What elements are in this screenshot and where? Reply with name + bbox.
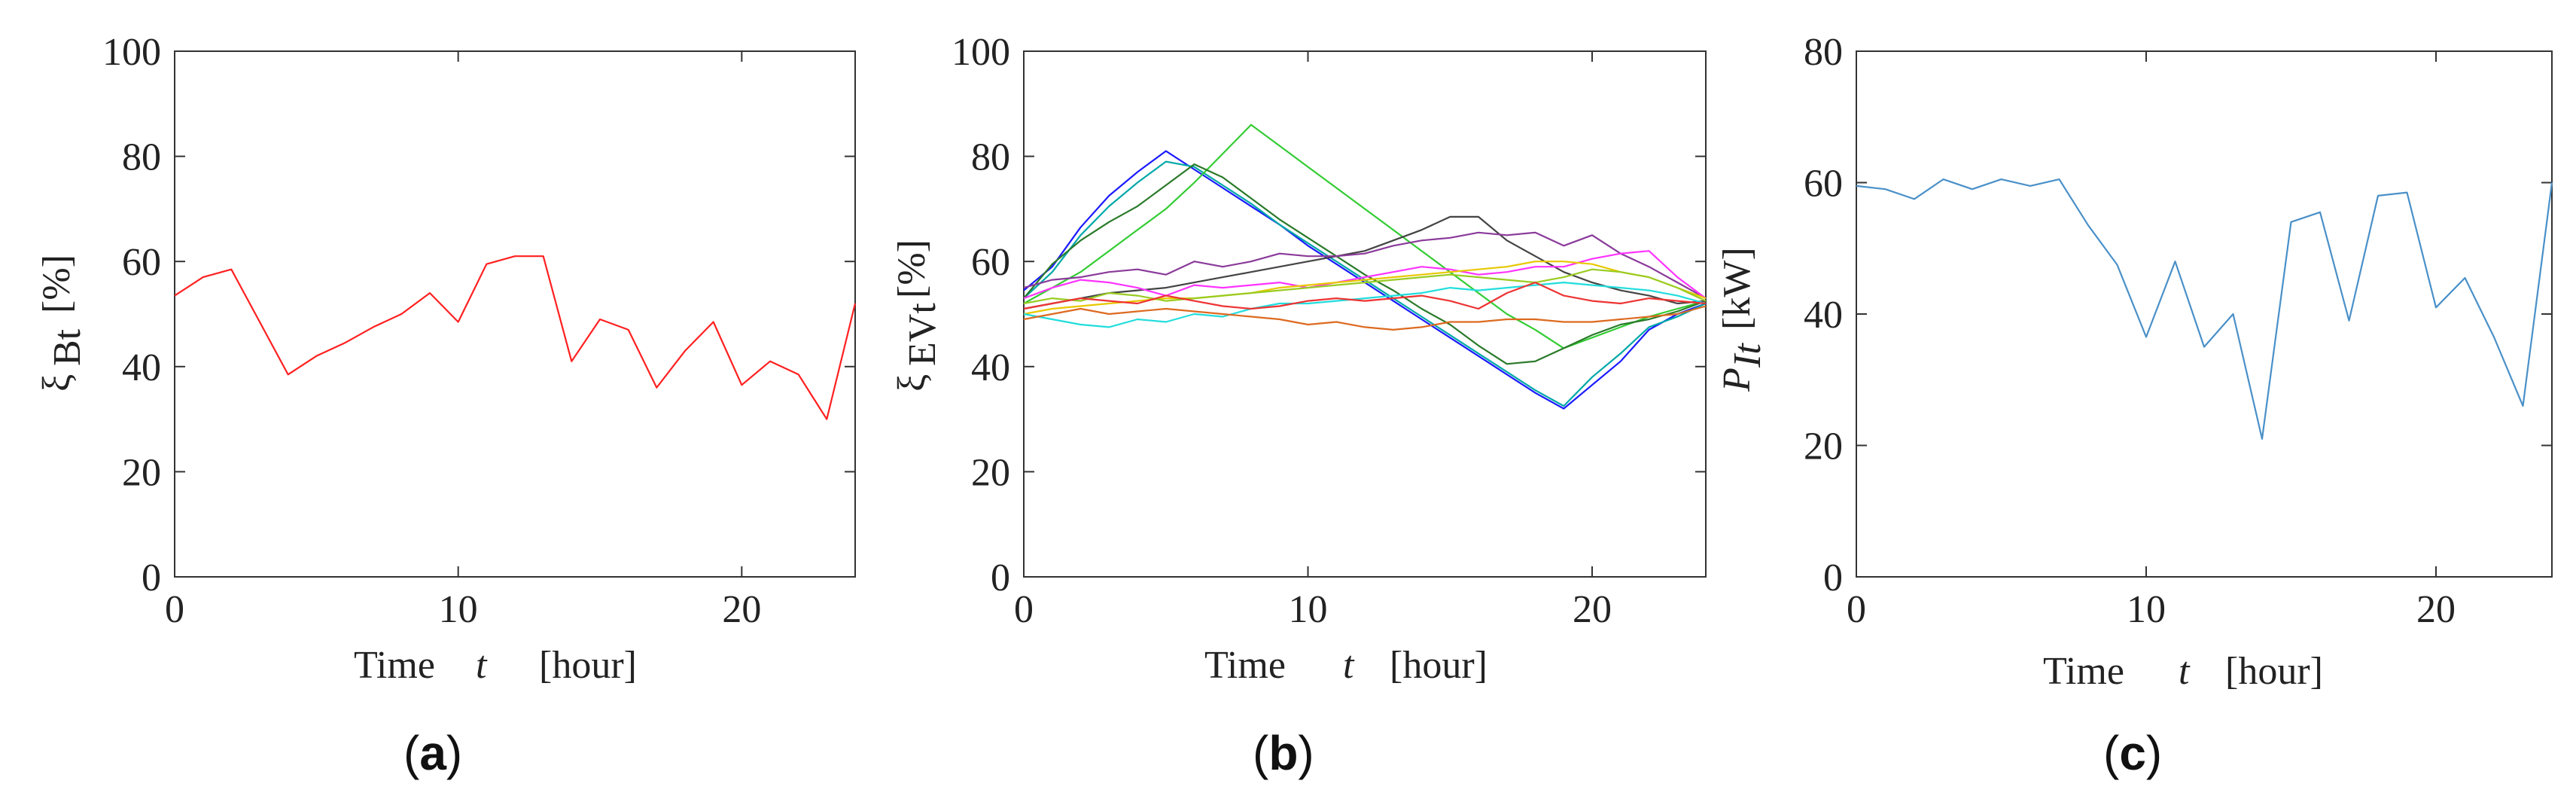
ytick-label-a-100: 100	[102, 31, 161, 74]
panel-c-paren-open: (	[2103, 726, 2119, 780]
series-line-b-7	[1023, 250, 1707, 300]
panel-b-paren-close: )	[1298, 726, 1314, 780]
ytick-label-c-20: 20	[1804, 425, 1843, 468]
xlabel-a-var: t	[476, 644, 488, 687]
series-line-b-6	[1023, 231, 1707, 300]
panel-b-label: (b)	[1253, 726, 1314, 780]
ylabel-c-sub: It	[1726, 343, 1769, 368]
ytick-label-a-60: 60	[122, 241, 161, 284]
xlabel-a-unit: [hour]	[539, 644, 637, 687]
series-line-b-2	[1023, 160, 1707, 407]
ylabel-a: ξ Bt [%]	[35, 255, 89, 392]
xtick-label-a-20: 20	[722, 588, 761, 631]
xlabel-c-text: Time	[2043, 650, 2124, 693]
series-line-a-1	[174, 255, 857, 420]
series-line-b-3	[1023, 124, 1707, 349]
ylabel-b-sym: ξ	[891, 374, 933, 392]
xlabel-c-unit: [hour]	[2225, 650, 2323, 693]
ytick-label-a-40: 40	[122, 346, 161, 389]
ytick-label-c-40: 40	[1804, 294, 1843, 337]
chart-b: 0 20 40 60 80 100 0 10 20 Time t [hour] ξ EVt [%…	[891, 31, 1707, 780]
series-line-c-1	[1856, 178, 2553, 440]
panel-a-paren-open: (	[403, 726, 419, 780]
chart-c: 0 20 40 60 80 0 10 20 Time t [hour] P It [kW] (…	[1716, 31, 2553, 780]
plot-frame-a	[174, 50, 856, 578]
plot-frame-c	[1856, 50, 2553, 578]
panel-c-letter: c	[2119, 726, 2146, 780]
panel-c-label: (c)	[2103, 726, 2162, 780]
series-line-b-12	[1023, 305, 1707, 331]
ytick-label-b-60: 60	[971, 241, 1010, 284]
ytick-label-b-0: 0	[991, 557, 1010, 599]
series-line-b-8	[1023, 261, 1707, 316]
xlabel-b-unit: [hour]	[1390, 644, 1487, 687]
xlabel-b-text: Time	[1204, 644, 1286, 687]
chart-a: 0 20 40 60 80 100 0 10 20 Time t [hour] ξ Bt [%]…	[35, 31, 857, 780]
ytick-label-a-0: 0	[142, 557, 161, 599]
ylabel-c: P It [kW]	[1716, 247, 1769, 392]
ytick-label-b-80: 80	[971, 136, 1010, 179]
panel-c-paren-close: )	[2146, 726, 2162, 780]
series-line-b-5	[1023, 215, 1707, 310]
panel-b-letter: b	[1268, 726, 1298, 780]
xtick-label-c-20: 20	[2416, 588, 2456, 631]
xtick-label-c-10: 10	[2127, 588, 2166, 631]
ylabel-c-unit: [kW]	[1716, 247, 1758, 330]
xtick-label-b-10: 10	[1289, 588, 1328, 631]
ytick-label-c-60: 60	[1804, 163, 1843, 206]
xlabel-c-var: t	[2179, 650, 2191, 693]
xtick-label-a-10: 10	[439, 588, 478, 631]
ytick-label-a-20: 20	[122, 451, 161, 494]
series-line-b-11	[1023, 282, 1707, 310]
ylabel-a-sub: Bt	[46, 328, 89, 366]
xlabel-b-var: t	[1343, 644, 1355, 687]
ytick-label-b-40: 40	[971, 346, 1010, 389]
series-line-b-9	[1023, 268, 1707, 305]
series-line-b-4	[1023, 163, 1707, 365]
ylabel-a-sym: ξ	[35, 374, 78, 392]
xtick-label-b-20: 20	[1573, 588, 1612, 631]
panel-a-letter: a	[419, 726, 446, 780]
panel-a-label: (a)	[403, 726, 462, 780]
ytick-label-c-0: 0	[1823, 557, 1843, 599]
ytick-label-b-20: 20	[971, 451, 1010, 494]
xlabel-a-text: Time	[354, 644, 435, 687]
ylabel-a-unit: [%]	[35, 255, 78, 313]
ylabel-b: ξ EVt [%]	[891, 239, 944, 392]
ylabel-c-sym: P	[1716, 367, 1758, 392]
chart-a-marks: 0 20 40 60 80 100 0 10 20	[102, 31, 857, 631]
series-line-b-10	[1023, 282, 1707, 328]
xtick-label-c-0: 0	[1847, 588, 1866, 631]
panel-b-paren-open: (	[1253, 726, 1268, 780]
xtick-label-a-0: 0	[165, 588, 184, 631]
chart-b-marks: 0 20 40 60 80 100 0 10 20	[952, 31, 1707, 631]
ytick-label-c-80: 80	[1804, 31, 1843, 74]
ytick-label-a-80: 80	[122, 136, 161, 179]
plot-frame-b	[1023, 50, 1707, 578]
ytick-label-b-100: 100	[952, 31, 1010, 74]
chart-c-marks: 0 20 40 60 80 0 10 20	[1804, 31, 2553, 631]
panel-a-paren-close: )	[446, 726, 462, 780]
xtick-label-b-0: 0	[1014, 588, 1034, 631]
ylabel-b-unit: [%]	[891, 239, 933, 298]
ylabel-b-sub: EVt	[901, 303, 944, 366]
